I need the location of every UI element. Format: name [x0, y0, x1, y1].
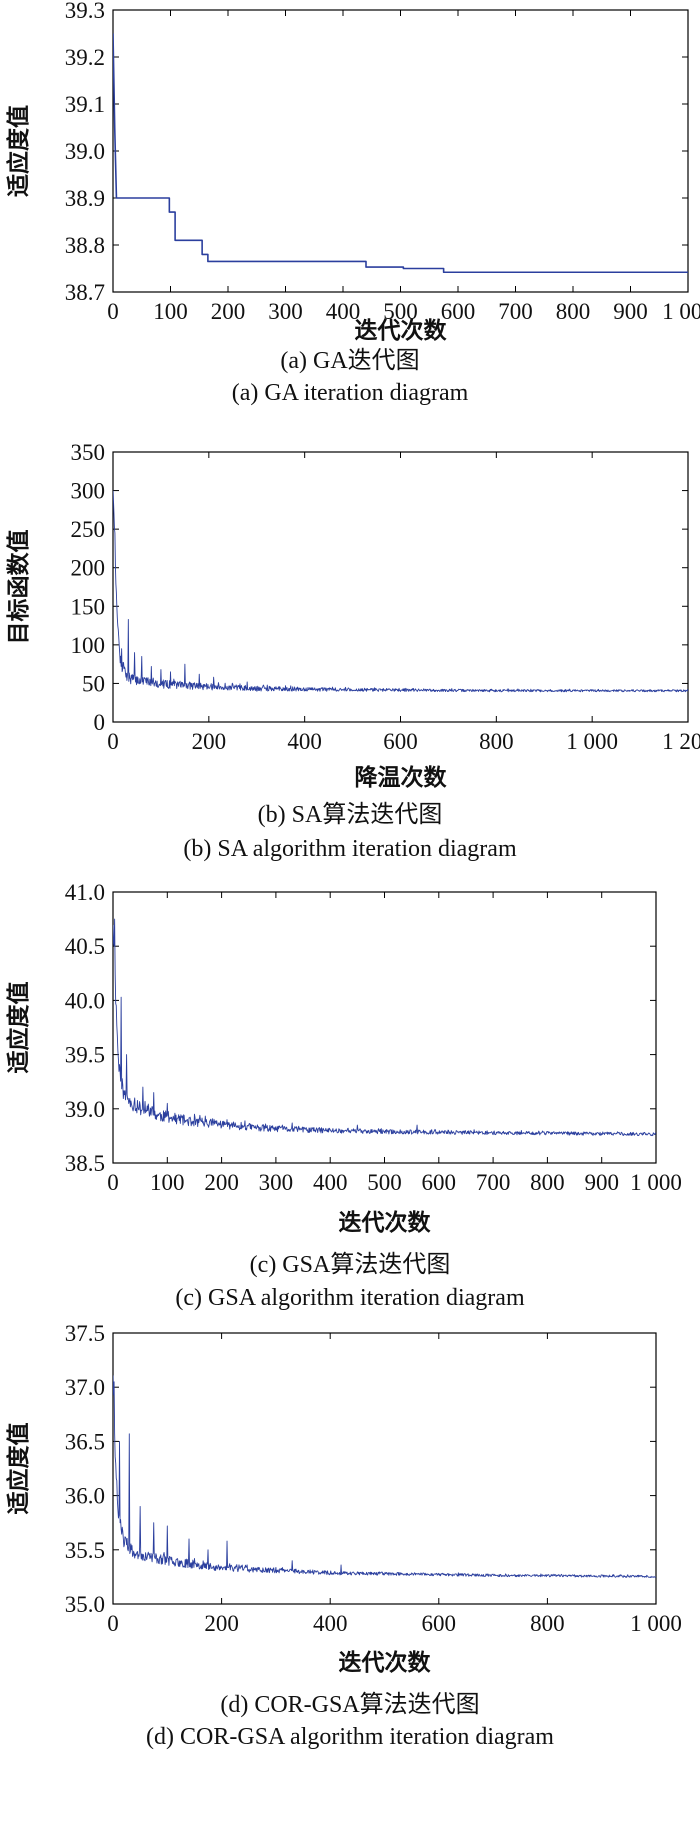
- y-tick-label: 40.0: [65, 988, 105, 1013]
- caption-a-cn: (a) GA迭代图: [280, 348, 420, 374]
- x-tick-label: 0: [107, 299, 119, 324]
- plot-frame: [112, 1332, 657, 1605]
- caption-b-cn: (b) SA算法迭代图: [257, 802, 443, 828]
- x-tick-label: 400: [313, 1611, 348, 1636]
- chart-a: 0 100 200 300 400 500 600 700 800 900 1 000 38.7 38.…: [5, 0, 700, 344]
- x-tick-label: 0: [107, 1611, 119, 1636]
- x-tick-label: 1 200: [662, 729, 700, 754]
- caption-b-en: (b) SA algorithm iteration diagram: [183, 836, 517, 862]
- y-tick-label: 40.5: [65, 934, 105, 959]
- y-tick-label: 50: [82, 671, 105, 696]
- y-axis-label: 目标函数值: [5, 530, 32, 645]
- y-tick-label: 150: [71, 594, 106, 619]
- y-tick-label: 0: [94, 710, 106, 735]
- y-tick-label: 37.5: [65, 1321, 105, 1346]
- y-tick-label: 39.3: [65, 0, 105, 23]
- panel-a: 0 100 200 300 400 500 600 700 800 900 1 000 38.7 38.…: [0, 0, 700, 415]
- x-tick-label: 800: [556, 299, 591, 324]
- x-tick-label: 800: [530, 1611, 565, 1636]
- x-tick-label: 200: [211, 299, 246, 324]
- x-tick-label: 1 000: [630, 1611, 682, 1636]
- x-tick-label: 600: [422, 1170, 457, 1195]
- series-line: [113, 918, 656, 1137]
- x-tick-label: 800: [479, 729, 514, 754]
- y-axis-label: 适应度值: [5, 1423, 32, 1515]
- series-line: [113, 490, 688, 693]
- series-line: [113, 33, 688, 274]
- x-axis-label: 迭代次数: [355, 317, 448, 344]
- caption-c-cn: (c) GSA算法迭代图: [249, 1252, 451, 1278]
- chart-c: 0 100 200 300 400 500 600 700 800 900 1 000 38.5 39.…: [5, 880, 682, 1236]
- series-line: [113, 1375, 656, 1578]
- y-tick-label: 36.5: [65, 1429, 105, 1454]
- caption-c-en: (c) GSA algorithm iteration diagram: [175, 1285, 525, 1311]
- y-tick-label: 38.9: [65, 186, 105, 211]
- x-tick-label: 900: [584, 1170, 619, 1195]
- x-tick-label: 400: [326, 299, 361, 324]
- y-tick-label: 41.0: [65, 880, 105, 905]
- x-tick-label: 500: [367, 1170, 402, 1195]
- x-tick-label: 700: [498, 299, 533, 324]
- panel-c: 0 100 200 300 400 500 600 700 800 900 1 000 38.5 39.…: [5, 880, 682, 1311]
- y-tick-label: 100: [71, 633, 106, 658]
- x-tick-label: 700: [476, 1170, 511, 1195]
- y-tick-label: 39.5: [65, 1043, 105, 1068]
- x-tick-label: 600: [441, 299, 476, 324]
- x-tick-label: 600: [383, 729, 418, 754]
- y-tick-label: 39.1: [65, 92, 105, 117]
- x-tick-label: 300: [268, 299, 303, 324]
- x-tick-label: 100: [150, 1170, 185, 1195]
- y-tick-label: 38.7: [65, 280, 105, 305]
- caption-d-en: (d) COR-GSA algorithm iteration diagram: [146, 1724, 554, 1750]
- y-tick-label: 35.5: [65, 1538, 105, 1563]
- y-axis-label: 适应度值: [5, 982, 32, 1074]
- x-axis-label: 迭代次数: [339, 1649, 432, 1676]
- x-tick-label: 600: [422, 1611, 457, 1636]
- y-tick-label: 39.0: [65, 139, 105, 164]
- caption-d-cn: (d) COR-GSA算法迭代图: [220, 1692, 480, 1718]
- y-tick-label: 350: [71, 440, 106, 465]
- y-tick-label: 300: [71, 479, 106, 504]
- x-tick-label: 1 000: [662, 299, 700, 324]
- x-tick-label: 0: [107, 729, 119, 754]
- x-axis-label: 迭代次数: [339, 1209, 432, 1236]
- x-tick-label: 900: [613, 299, 648, 324]
- y-tick-label: 37.0: [65, 1375, 105, 1400]
- x-tick-label: 1 000: [566, 729, 618, 754]
- x-tick-label: 300: [259, 1170, 294, 1195]
- x-axis-label: 降温次数: [355, 764, 448, 791]
- chart-b: 0 200 400 600 800 1 000 1 200 0 50 100 150 200 250 30…: [5, 440, 700, 791]
- x-tick-label: 100: [153, 299, 188, 324]
- y-tick-label: 35.0: [65, 1592, 105, 1617]
- y-tick-label: 36.0: [65, 1484, 105, 1509]
- x-tick-label: 200: [204, 1611, 239, 1636]
- x-tick-label: 1 000: [630, 1170, 682, 1195]
- x-tick-label: 800: [530, 1170, 565, 1195]
- x-tick-label: 0: [107, 1170, 119, 1195]
- y-tick-label: 250: [71, 517, 106, 542]
- caption-a-en: (a) GA iteration diagram: [231, 380, 469, 406]
- y-tick-label: 39.2: [65, 45, 105, 70]
- y-tick-label: 38.5: [65, 1151, 105, 1176]
- y-tick-label: 39.0: [65, 1097, 105, 1122]
- x-tick-label: 500: [383, 299, 418, 324]
- x-tick-label: 200: [192, 729, 227, 754]
- y-tick-label: 200: [71, 556, 106, 581]
- x-tick-label: 400: [313, 1170, 348, 1195]
- y-tick-label: 38.8: [65, 233, 105, 258]
- y-axis-label: 适应度值: [5, 105, 32, 197]
- x-tick-label: 400: [287, 729, 322, 754]
- x-tick-label: 200: [204, 1170, 239, 1195]
- panel-b: 0 200 400 600 800 1 000 1 200 0 50 100 150 200 250 30…: [0, 0, 700, 880]
